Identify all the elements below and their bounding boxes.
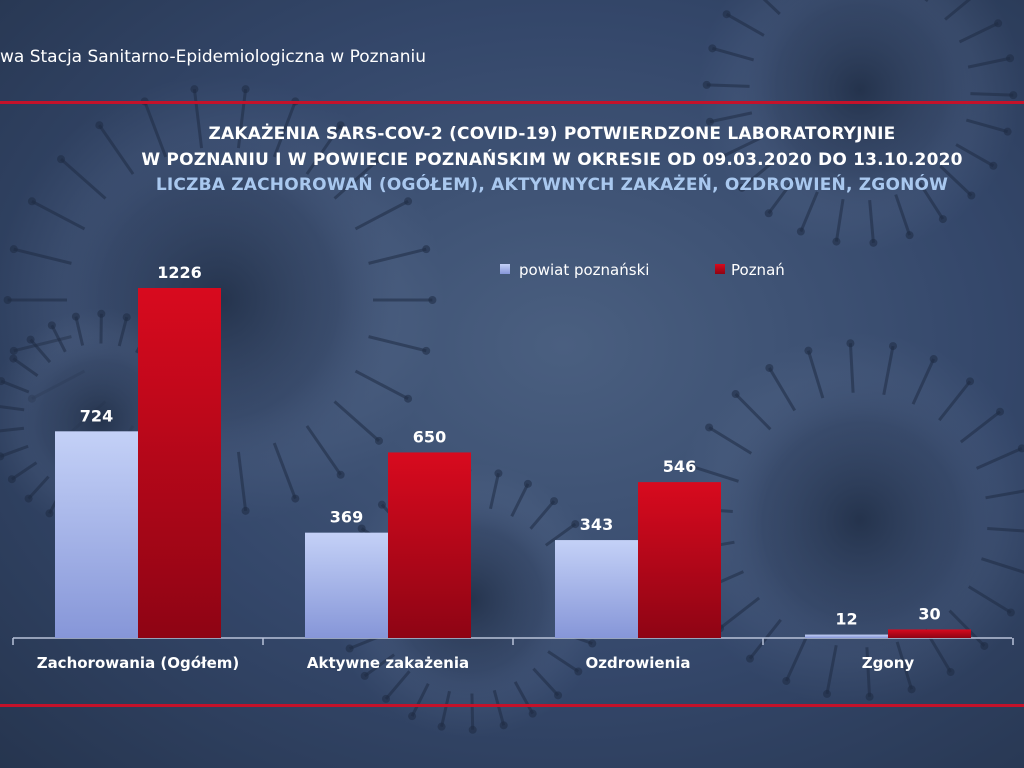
bar-poznan: [638, 482, 721, 638]
bar-poznan: [388, 452, 471, 638]
category-label: Zachorowania (Ogółem): [37, 654, 240, 672]
bar-powiat: [805, 634, 888, 638]
bar-value-label: 30: [918, 604, 940, 623]
legend-label-poznan: Poznań: [731, 261, 785, 279]
chart-title: ZAKAŻENIA SARS-COV-2 (COVID-19) POTWIERD…: [208, 124, 896, 144]
bar-value-label: 546: [663, 457, 696, 476]
virus-particle: [697, 0, 1023, 253]
bar-powiat: [555, 540, 638, 638]
legend: powiat poznański Poznań: [500, 261, 785, 279]
category-label: Ozdrowienia: [585, 654, 690, 672]
header-text: wa Stacja Sanitarno-Epidemiologiczna w P…: [0, 47, 427, 67]
bottom-divider: [0, 704, 1024, 707]
bar-value-label: 369: [330, 508, 363, 527]
bar-powiat: [305, 532, 388, 638]
legend-label-powiat: powiat poznański: [519, 261, 649, 279]
chart-subtitle-2: LICZBA ZACHOROWAŃ (OGÓŁEM), AKTYWNYCH ZA…: [155, 175, 949, 195]
bar-value-label: 12: [835, 610, 857, 629]
legend-swatch-powiat: [500, 264, 510, 274]
bar-powiat: [55, 431, 138, 638]
chart-subtitle-1: W POZNANIU I W POWIECIE POZNAŃSKIM W OKR…: [141, 150, 963, 170]
top-divider: [0, 101, 1024, 104]
bar-poznan: [138, 288, 221, 638]
bar-value-label: 650: [413, 427, 446, 446]
bar-value-label: 724: [80, 406, 113, 425]
category-label: Aktywne zakażenia: [307, 654, 469, 672]
bar-poznan: [888, 629, 971, 638]
category-label: Zgony: [862, 654, 915, 672]
bar-value-label: 343: [580, 515, 613, 534]
legend-swatch-poznan: [715, 264, 725, 274]
bar-value-label: 1226: [157, 263, 202, 282]
